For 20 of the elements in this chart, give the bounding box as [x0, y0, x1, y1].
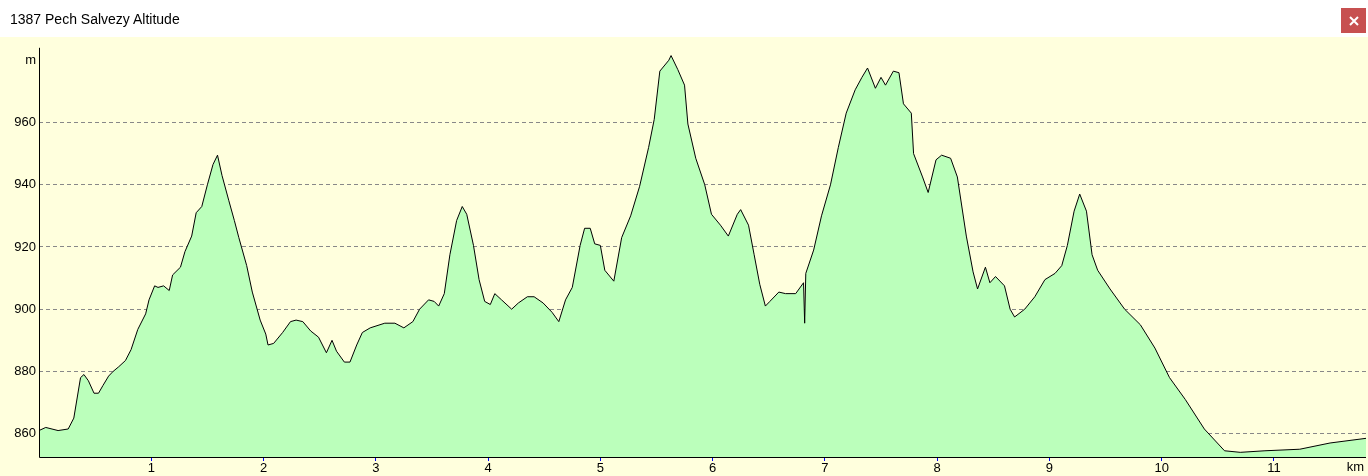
x-tick-label: 6: [708, 460, 717, 476]
y-tick-label: 860: [14, 425, 36, 441]
x-tick-label: 10: [1154, 460, 1169, 476]
y-tick-label: 900: [14, 300, 36, 316]
x-tick-label: 5: [596, 460, 604, 476]
x-axis-title: km: [1346, 459, 1364, 475]
y-axis-title: m: [25, 51, 36, 67]
x-tick-label: 8: [933, 460, 941, 476]
y-tick-label: 880: [14, 363, 36, 378]
x-tick-label: 9: [1045, 460, 1054, 476]
chart-title: 1387 Pech Salvezy Altitude: [10, 10, 180, 27]
x-tick-label: 4: [484, 460, 492, 476]
x-tick-label: 7: [821, 460, 829, 476]
y-tick-label: 920: [14, 238, 36, 254]
x-tick-label: 3: [372, 460, 380, 476]
x-tick-label: 11: [1267, 460, 1281, 476]
x-tick-label: 2: [259, 460, 268, 476]
y-tick-label: 940: [14, 176, 36, 192]
y-tick-label: 960: [14, 114, 36, 130]
x-tick-label: 1: [147, 460, 155, 476]
